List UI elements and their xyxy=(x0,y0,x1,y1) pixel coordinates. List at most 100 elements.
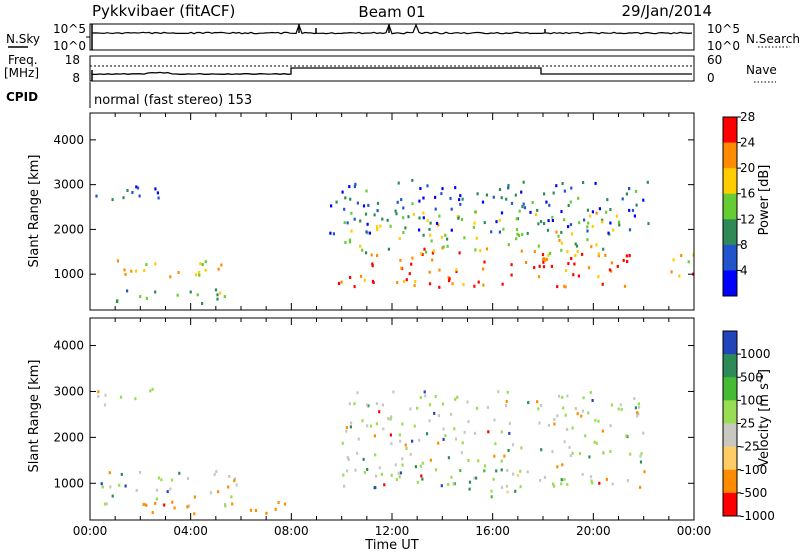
nsky-right-tick-bottom: 10^0 xyxy=(707,39,740,53)
velocity-cell xyxy=(605,477,608,481)
y-tick-label: 2000 xyxy=(53,430,84,444)
velocity-cell xyxy=(561,395,564,399)
power-cell xyxy=(337,282,341,285)
power-cell xyxy=(591,225,594,228)
velocity-cell xyxy=(345,429,348,433)
velocity-cell xyxy=(404,443,407,447)
power-cell xyxy=(515,217,518,221)
freq-label-line2: [MHz] xyxy=(4,66,39,80)
power-cell xyxy=(577,274,580,278)
velocity-cell xyxy=(566,394,569,398)
velocity-cell xyxy=(375,474,378,478)
velocity-cell xyxy=(394,463,397,467)
velocity-cell xyxy=(223,502,227,506)
colorbar-tick-label: -1000 xyxy=(740,509,775,523)
power-cell xyxy=(490,230,493,234)
time-axis: 00:00 04:00 08:00 12:00 16:00 20:00 00:00 xyxy=(73,524,712,538)
power-cell xyxy=(204,260,207,264)
power-cell xyxy=(533,250,536,253)
power-cell xyxy=(196,293,199,297)
velocity-cell xyxy=(390,415,393,419)
nsky-trace xyxy=(91,23,693,35)
freq-label-line1: Freq. xyxy=(8,53,38,67)
velocity-cell xyxy=(598,481,601,485)
velocity-cell xyxy=(157,476,161,480)
y-tick-label: 3000 xyxy=(53,178,84,192)
velocity-cell xyxy=(494,442,497,446)
power-cell xyxy=(515,237,518,241)
velocity-cell xyxy=(500,430,503,434)
power-cell xyxy=(529,210,532,214)
velocity-cell xyxy=(444,434,447,438)
power-cell xyxy=(459,194,462,198)
x-tick-label: 12:00 xyxy=(375,524,410,538)
velocity-cell xyxy=(552,482,555,486)
power-cell xyxy=(426,184,429,188)
velocity-cell xyxy=(500,459,503,463)
power-cell xyxy=(543,222,546,225)
power-cell xyxy=(621,197,624,201)
power-cell xyxy=(495,220,498,224)
velocity-cell xyxy=(442,427,445,431)
power-cell xyxy=(576,250,579,253)
power-cell xyxy=(595,243,598,247)
power-cell xyxy=(446,237,449,241)
velocity-cell xyxy=(120,472,123,476)
velocity-cell xyxy=(505,484,508,488)
velocity-cell xyxy=(601,429,604,433)
velocity-cell xyxy=(520,446,523,450)
x-tick-label: 00:00 xyxy=(73,524,108,538)
velocity-cell xyxy=(456,395,459,399)
freq-panel: Freq. [MHz] 18 8 60 0 Nave xyxy=(4,53,777,85)
power-cell xyxy=(404,226,407,230)
velocity-cell xyxy=(584,434,587,438)
power-cell xyxy=(502,227,505,231)
power-cell xyxy=(625,192,628,196)
power-cell xyxy=(343,221,346,225)
power-cell xyxy=(461,197,464,201)
velocity-cell xyxy=(449,412,453,416)
velocity-cell xyxy=(227,485,230,489)
velocity-cell xyxy=(188,504,191,508)
velocity-cell xyxy=(512,472,515,476)
power-cell xyxy=(475,236,478,240)
power-cell xyxy=(456,215,459,218)
velocity-cell xyxy=(414,465,417,469)
velocity-cell xyxy=(477,459,480,463)
colorbar-swatch xyxy=(723,423,737,448)
velocity-cell xyxy=(341,441,344,445)
velocity-cell xyxy=(230,495,233,499)
power-cell xyxy=(570,186,573,190)
velocity-cell xyxy=(588,455,591,459)
power-cell xyxy=(353,217,356,221)
velocity-cell xyxy=(639,460,643,464)
colorbar-tick-label: 500 xyxy=(740,370,763,384)
power-cell xyxy=(625,254,628,258)
velocity-cell xyxy=(576,412,579,416)
power-cell xyxy=(601,218,604,222)
power-cell xyxy=(520,190,523,194)
power-cell xyxy=(449,196,452,200)
velocity-cell xyxy=(569,454,572,458)
power-cell xyxy=(570,232,574,236)
power-cell xyxy=(154,262,157,266)
velocity-cell xyxy=(574,407,577,411)
velocity-cell xyxy=(124,484,127,488)
power-cell xyxy=(123,268,126,272)
power-cell xyxy=(483,260,486,264)
power-cell xyxy=(597,254,600,258)
velocity-cell xyxy=(233,479,236,483)
velocity-cell xyxy=(254,509,258,512)
velocity-cell xyxy=(154,501,157,505)
power-cell xyxy=(618,223,621,227)
power-cell xyxy=(348,240,352,244)
power-cell xyxy=(628,208,631,212)
velocity-cell xyxy=(421,477,424,481)
velocity-cell xyxy=(551,450,554,454)
power-cell xyxy=(396,200,399,204)
power-cell xyxy=(628,254,631,257)
power-cell xyxy=(379,224,382,228)
power-cell xyxy=(524,261,528,264)
velocity-cell xyxy=(590,479,593,483)
power-cell xyxy=(154,187,157,191)
